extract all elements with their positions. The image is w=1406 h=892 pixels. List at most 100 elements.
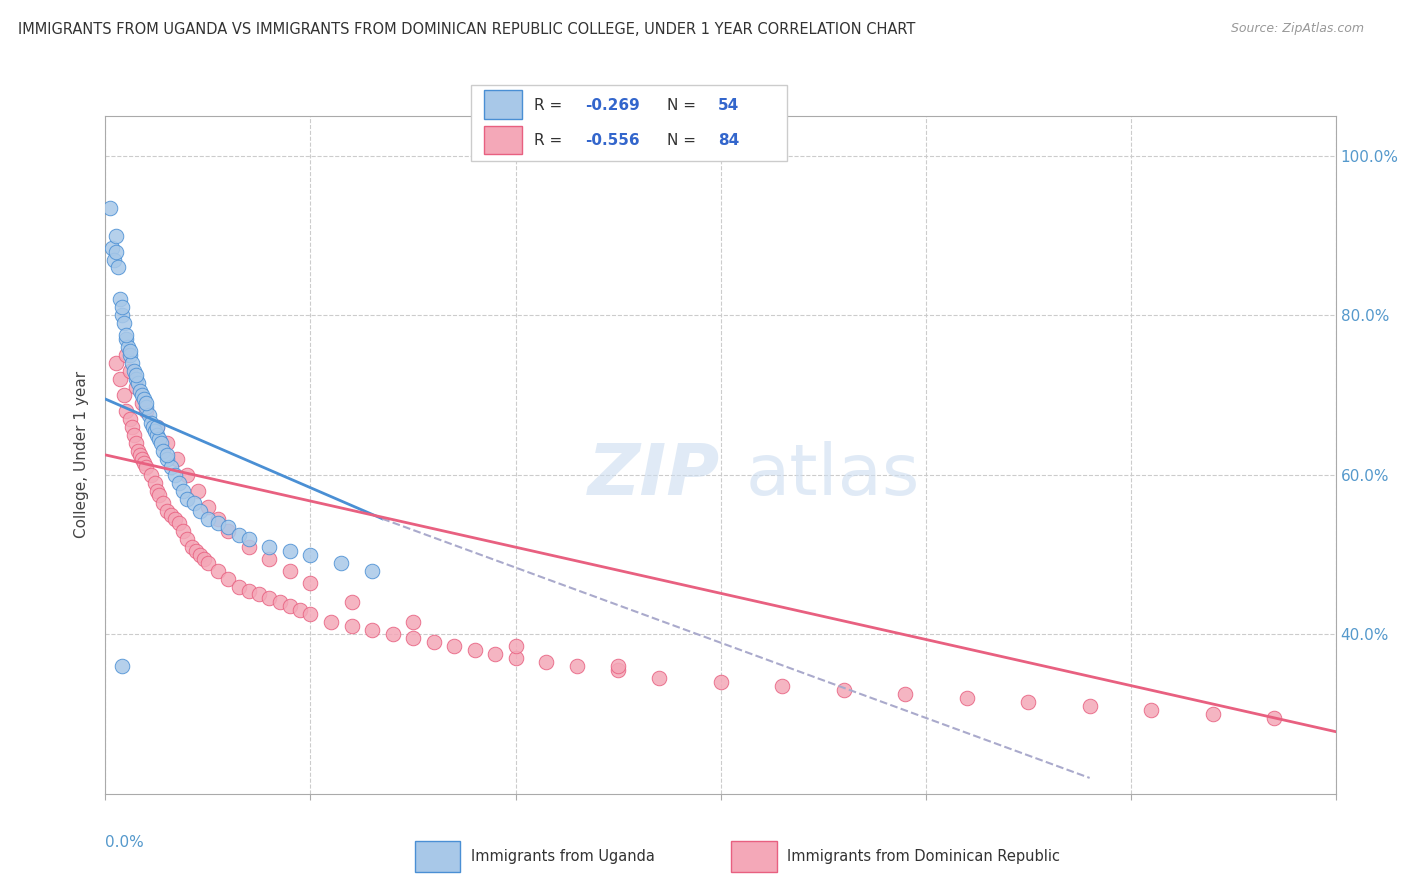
Point: [100, 241, 122, 255]
Point: [176, 491, 198, 506]
Point: [188, 504, 211, 518]
Point: [125, 368, 148, 383]
Point: [207, 564, 229, 578]
Point: [156, 451, 179, 466]
Text: ZIP: ZIP: [588, 441, 721, 509]
Point: [278, 543, 301, 558]
Point: [278, 564, 301, 578]
Point: [169, 516, 191, 530]
Point: [183, 496, 205, 510]
Text: -0.269: -0.269: [585, 98, 640, 112]
Point: [120, 344, 141, 359]
Point: [107, 260, 129, 275]
Point: [135, 404, 157, 418]
Point: [149, 436, 172, 450]
Point: [120, 412, 141, 426]
Point: [143, 475, 166, 490]
Point: [115, 404, 138, 418]
Point: [127, 376, 149, 391]
Text: 54: 54: [718, 98, 740, 112]
Point: [443, 640, 465, 654]
Point: [121, 356, 143, 370]
Point: [108, 372, 131, 386]
Point: [207, 512, 229, 526]
Point: [172, 524, 194, 538]
Text: atlas: atlas: [745, 441, 920, 509]
Point: [1017, 695, 1039, 709]
Point: [238, 532, 260, 546]
Text: Immigrants from Dominican Republic: Immigrants from Dominican Republic: [787, 849, 1060, 863]
Point: [238, 583, 260, 598]
Point: [180, 540, 202, 554]
Point: [131, 451, 153, 466]
Point: [402, 615, 425, 630]
Point: [125, 372, 148, 386]
Point: [218, 519, 240, 533]
Point: [1263, 711, 1285, 725]
Point: [148, 432, 170, 446]
Point: [111, 659, 134, 673]
Point: [299, 575, 322, 590]
Point: [139, 467, 162, 482]
Point: [135, 396, 157, 410]
Point: [135, 459, 157, 474]
Point: [108, 293, 131, 307]
Point: [956, 691, 979, 706]
Point: [188, 548, 211, 562]
Point: [505, 651, 527, 665]
Point: [112, 316, 135, 330]
Point: [238, 540, 260, 554]
Text: N =: N =: [668, 133, 702, 147]
Point: [145, 483, 167, 498]
Point: [115, 328, 138, 343]
Text: -0.556: -0.556: [585, 133, 640, 147]
Point: [340, 595, 363, 609]
Point: [290, 603, 312, 617]
Point: [156, 436, 179, 450]
Point: [259, 591, 281, 606]
Point: [121, 420, 143, 434]
Point: [104, 244, 127, 259]
Point: [607, 663, 630, 677]
Point: [607, 659, 630, 673]
Point: [218, 572, 240, 586]
Point: [131, 396, 153, 410]
Point: [129, 448, 152, 462]
Point: [104, 228, 127, 243]
Point: [218, 524, 240, 538]
Point: [187, 483, 209, 498]
Point: [134, 392, 156, 406]
Point: [160, 508, 183, 522]
Point: [111, 301, 134, 315]
Point: [299, 548, 322, 562]
Point: [259, 540, 281, 554]
Point: [247, 587, 270, 601]
Text: Source: ZipAtlas.com: Source: ZipAtlas.com: [1230, 22, 1364, 36]
Point: [381, 627, 404, 641]
Point: [112, 388, 135, 402]
Bar: [484, 90, 522, 119]
Point: [361, 564, 384, 578]
Point: [340, 619, 363, 633]
Point: [422, 635, 444, 649]
Bar: [415, 840, 461, 872]
Point: [156, 504, 179, 518]
Point: [120, 364, 141, 378]
Point: [98, 201, 121, 215]
Point: [319, 615, 342, 630]
Point: [125, 436, 148, 450]
Point: [166, 451, 188, 466]
Point: [160, 459, 183, 474]
Point: [259, 551, 281, 566]
Point: [1140, 703, 1163, 717]
Point: [120, 348, 141, 362]
Text: 84: 84: [718, 133, 740, 147]
Point: [710, 675, 733, 690]
Point: [228, 580, 250, 594]
Bar: [731, 840, 778, 872]
Point: [172, 483, 194, 498]
Text: N =: N =: [668, 98, 702, 112]
Point: [165, 467, 187, 482]
Point: [115, 348, 138, 362]
Point: [184, 543, 207, 558]
